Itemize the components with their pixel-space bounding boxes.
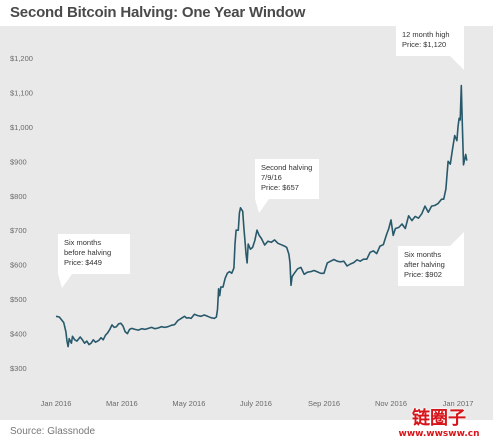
annotation-text: Price: $902	[404, 270, 442, 279]
watermark-logo: 链圈子 www.wwsww.cn	[391, 409, 487, 440]
y-tick-label: $1,100	[10, 88, 33, 97]
annotation-text: before halving	[64, 248, 111, 257]
x-tick-label: Jan 2016	[41, 399, 72, 408]
x-tick-label: May 2016	[172, 399, 205, 408]
annotation-text: 7/9/16	[261, 173, 282, 182]
annotation-text: Price: $657	[261, 183, 299, 192]
annotation-box	[58, 234, 130, 288]
annotation-box	[398, 232, 464, 286]
annotation-box	[255, 159, 319, 213]
annotation-text: Six months	[404, 250, 441, 259]
y-tick-label: $800	[10, 192, 27, 201]
watermark-text: 链圈子	[412, 408, 466, 429]
y-tick-label: $300	[10, 364, 27, 373]
chart-area: $300 $400 $500 $600 $700 $800 $900 $1,000 $1,100…	[0, 26, 493, 420]
annotation-text: after halving	[404, 260, 445, 269]
annotation-text: Second halving	[261, 163, 312, 172]
x-tick-label: July 2016	[240, 399, 272, 408]
y-tick-label: $1,200	[10, 54, 33, 63]
annotation-text: Six months	[64, 238, 101, 247]
line-chart: $300 $400 $500 $600 $700 $800 $900 $1,000 $1,100…	[10, 26, 474, 408]
x-tick-label: Nov 2016	[375, 399, 407, 408]
y-tick-label: $700	[10, 226, 27, 235]
price-line	[55, 84, 468, 348]
x-tick-label: Jan 2017	[443, 399, 474, 408]
source-note: Source: Glassnode	[10, 426, 96, 437]
chart-title: Second Bitcoin Halving: One Year Window	[10, 4, 306, 21]
annotation-text: Price: $449	[64, 258, 102, 267]
annotation-text: 12 month high	[402, 30, 450, 39]
y-tick-label: $600	[10, 261, 27, 270]
y-tick-label: $400	[10, 330, 27, 339]
watermark-url: www.wwsww.cn	[398, 429, 480, 439]
annotation-box	[396, 26, 464, 70]
y-tick-label: $1,000	[10, 123, 33, 132]
y-tick-label: $900	[10, 157, 27, 166]
y-tick-label: $500	[10, 295, 27, 304]
x-tick-label: Mar 2016	[106, 399, 138, 408]
annotation-text: Price: $1,120	[402, 40, 446, 49]
x-tick-label: Sep 2016	[308, 399, 340, 408]
